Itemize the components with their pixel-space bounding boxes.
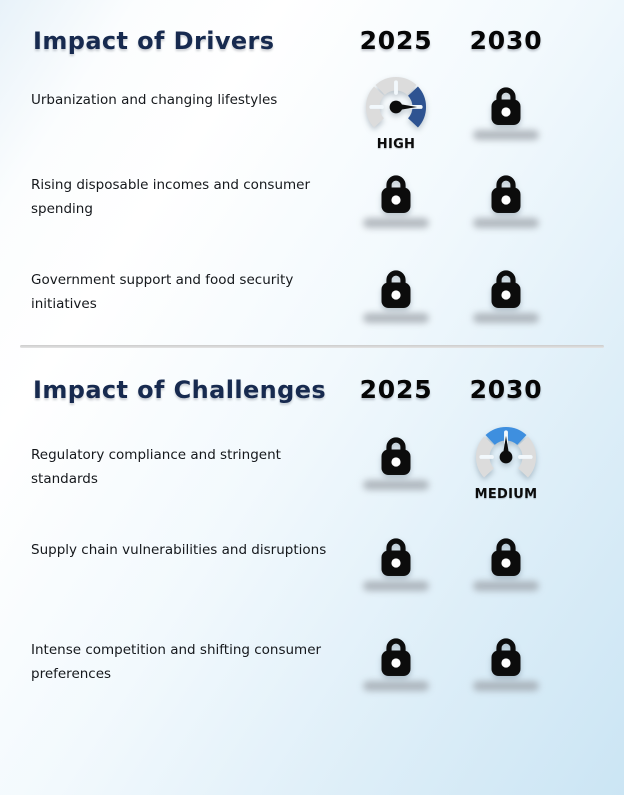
redacted-text-blur	[473, 218, 539, 228]
table-row: Government support and food security ini…	[0, 256, 624, 356]
impact-cell-2030	[456, 161, 556, 228]
lock-icon	[491, 538, 521, 576]
lock-icon	[381, 175, 411, 213]
redacted-text-blur	[363, 581, 429, 591]
gauge-level-label: MEDIUM	[474, 487, 538, 502]
lock-icon	[381, 437, 411, 475]
redacted-text-blur	[473, 681, 539, 691]
impact-cell-2025	[346, 161, 446, 228]
redacted-text-blur	[473, 313, 539, 323]
driver-label: Urbanization and changing lifestyles	[31, 92, 278, 108]
impact-cell-2025	[346, 524, 446, 591]
driver-label: Rising disposable incomes and consumer s…	[31, 177, 311, 217]
lock-icon	[491, 87, 521, 125]
drivers-column-header-2025: 2025	[359, 26, 433, 55]
redacted-text-blur	[363, 313, 429, 323]
challenges-section-title: Impact of Challenges	[33, 376, 327, 404]
table-row: Urbanization and changing lifestyles HIG…	[0, 73, 624, 173]
challenges-column-header-2025: 2025	[359, 375, 433, 404]
drivers-section-title: Impact of Drivers	[33, 27, 275, 55]
driver-label: Government support and food security ini…	[31, 272, 294, 312]
redacted-text-blur	[363, 218, 429, 228]
challenge-label: Regulatory compliance and stringent stan…	[31, 447, 281, 487]
redacted-text-blur	[473, 130, 539, 140]
drivers-column-header-2030: 2030	[469, 26, 543, 55]
table-row: Rising disposable incomes and consumer s…	[0, 161, 624, 261]
impact-cell-2030	[456, 256, 556, 323]
gauge-dial-icon-high	[366, 77, 426, 128]
section-divider	[20, 345, 604, 348]
lock-icon	[381, 538, 411, 576]
table-row: Intense competition and shifting consume…	[0, 624, 624, 724]
challenges-column-header-2030: 2030	[469, 375, 543, 404]
lock-icon	[381, 638, 411, 676]
lock-icon	[491, 638, 521, 676]
lock-icon	[491, 270, 521, 308]
impact-cell-2030: MEDIUM	[456, 423, 556, 502]
redacted-text-blur	[363, 480, 429, 490]
impact-cell-2025	[346, 624, 446, 691]
lock-icon	[491, 175, 521, 213]
challenge-label: Intense competition and shifting consume…	[31, 642, 322, 682]
impact-cell-2030	[456, 73, 556, 140]
impact-cell-2025: HIGH	[346, 73, 446, 152]
lock-icon	[381, 270, 411, 308]
impact-cell-2030	[456, 524, 556, 591]
challenge-label: Supply chain vulnerabilities and disrupt…	[31, 542, 327, 558]
gauge-dial-icon-medium	[476, 427, 536, 478]
redacted-text-blur	[363, 681, 429, 691]
gauge-level-label: HIGH	[376, 137, 416, 152]
table-row: Regulatory compliance and stringent stan…	[0, 423, 624, 523]
impact-cell-2030	[456, 624, 556, 691]
redacted-text-blur	[473, 581, 539, 591]
impact-cell-2025	[346, 256, 446, 323]
table-row: Supply chain vulnerabilities and disrupt…	[0, 524, 624, 624]
impact-cell-2025	[346, 423, 446, 490]
